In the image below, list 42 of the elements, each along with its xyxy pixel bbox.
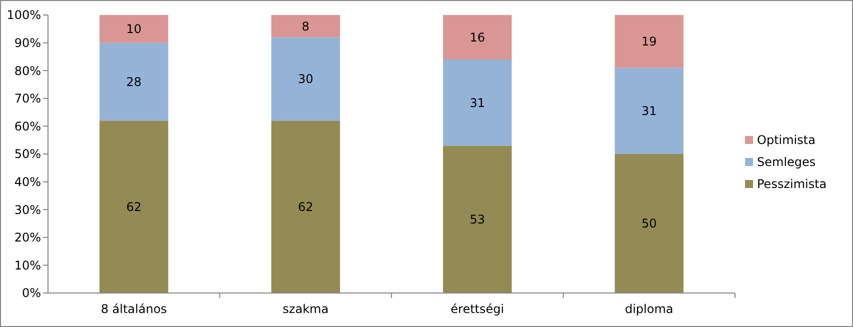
- bar: [271, 37, 340, 121]
- x-tick-label: érettségi: [450, 302, 504, 316]
- y-tick-label: 30%: [14, 202, 41, 217]
- y-tick-label: 40%: [14, 175, 41, 189]
- bar: [443, 146, 512, 293]
- legend-label: Pesszimista: [757, 177, 827, 192]
- data-label: 50: [641, 216, 657, 231]
- y-tick-label: 80%: [14, 64, 41, 78]
- y-tick-label: 90%: [14, 36, 41, 50]
- data-label: 19: [641, 34, 657, 49]
- data-label: 62: [126, 200, 142, 214]
- bar: [271, 120, 340, 293]
- data-label: 31: [641, 104, 657, 118]
- y-tick-label: 70%: [14, 92, 41, 106]
- y-tick-label: 20%: [14, 230, 41, 245]
- bar: [100, 15, 168, 43]
- bar: [100, 120, 168, 293]
- bar: [100, 42, 168, 121]
- data-label: 28: [126, 74, 142, 89]
- y-tick-label: 100%: [6, 8, 41, 22]
- data-label: 30: [298, 72, 314, 86]
- x-tick-label: 8 általános: [100, 302, 167, 316]
- y-tick-label: 0%: [22, 286, 41, 300]
- y-tick-label: 50%: [14, 147, 41, 162]
- data-label: 16: [470, 30, 486, 44]
- data-label: 8: [302, 19, 310, 34]
- bar: [614, 154, 684, 293]
- y-tick-label: 10%: [14, 258, 41, 272]
- y-tick-label: 60%: [14, 119, 41, 134]
- data-label: 31: [470, 96, 486, 110]
- bar: [614, 15, 684, 68]
- bar: [443, 15, 512, 60]
- bar: [614, 68, 684, 154]
- data-label: 53: [470, 212, 486, 227]
- legend-label: Optimista: [757, 133, 816, 148]
- bar: [271, 15, 340, 38]
- legend-label: Semleges: [757, 155, 816, 170]
- x-tick-label: szakma: [282, 302, 329, 316]
- data-label: 10: [126, 22, 142, 36]
- bar: [443, 59, 512, 146]
- x-tick-label: diploma: [624, 302, 674, 316]
- data-label: 62: [298, 200, 314, 214]
